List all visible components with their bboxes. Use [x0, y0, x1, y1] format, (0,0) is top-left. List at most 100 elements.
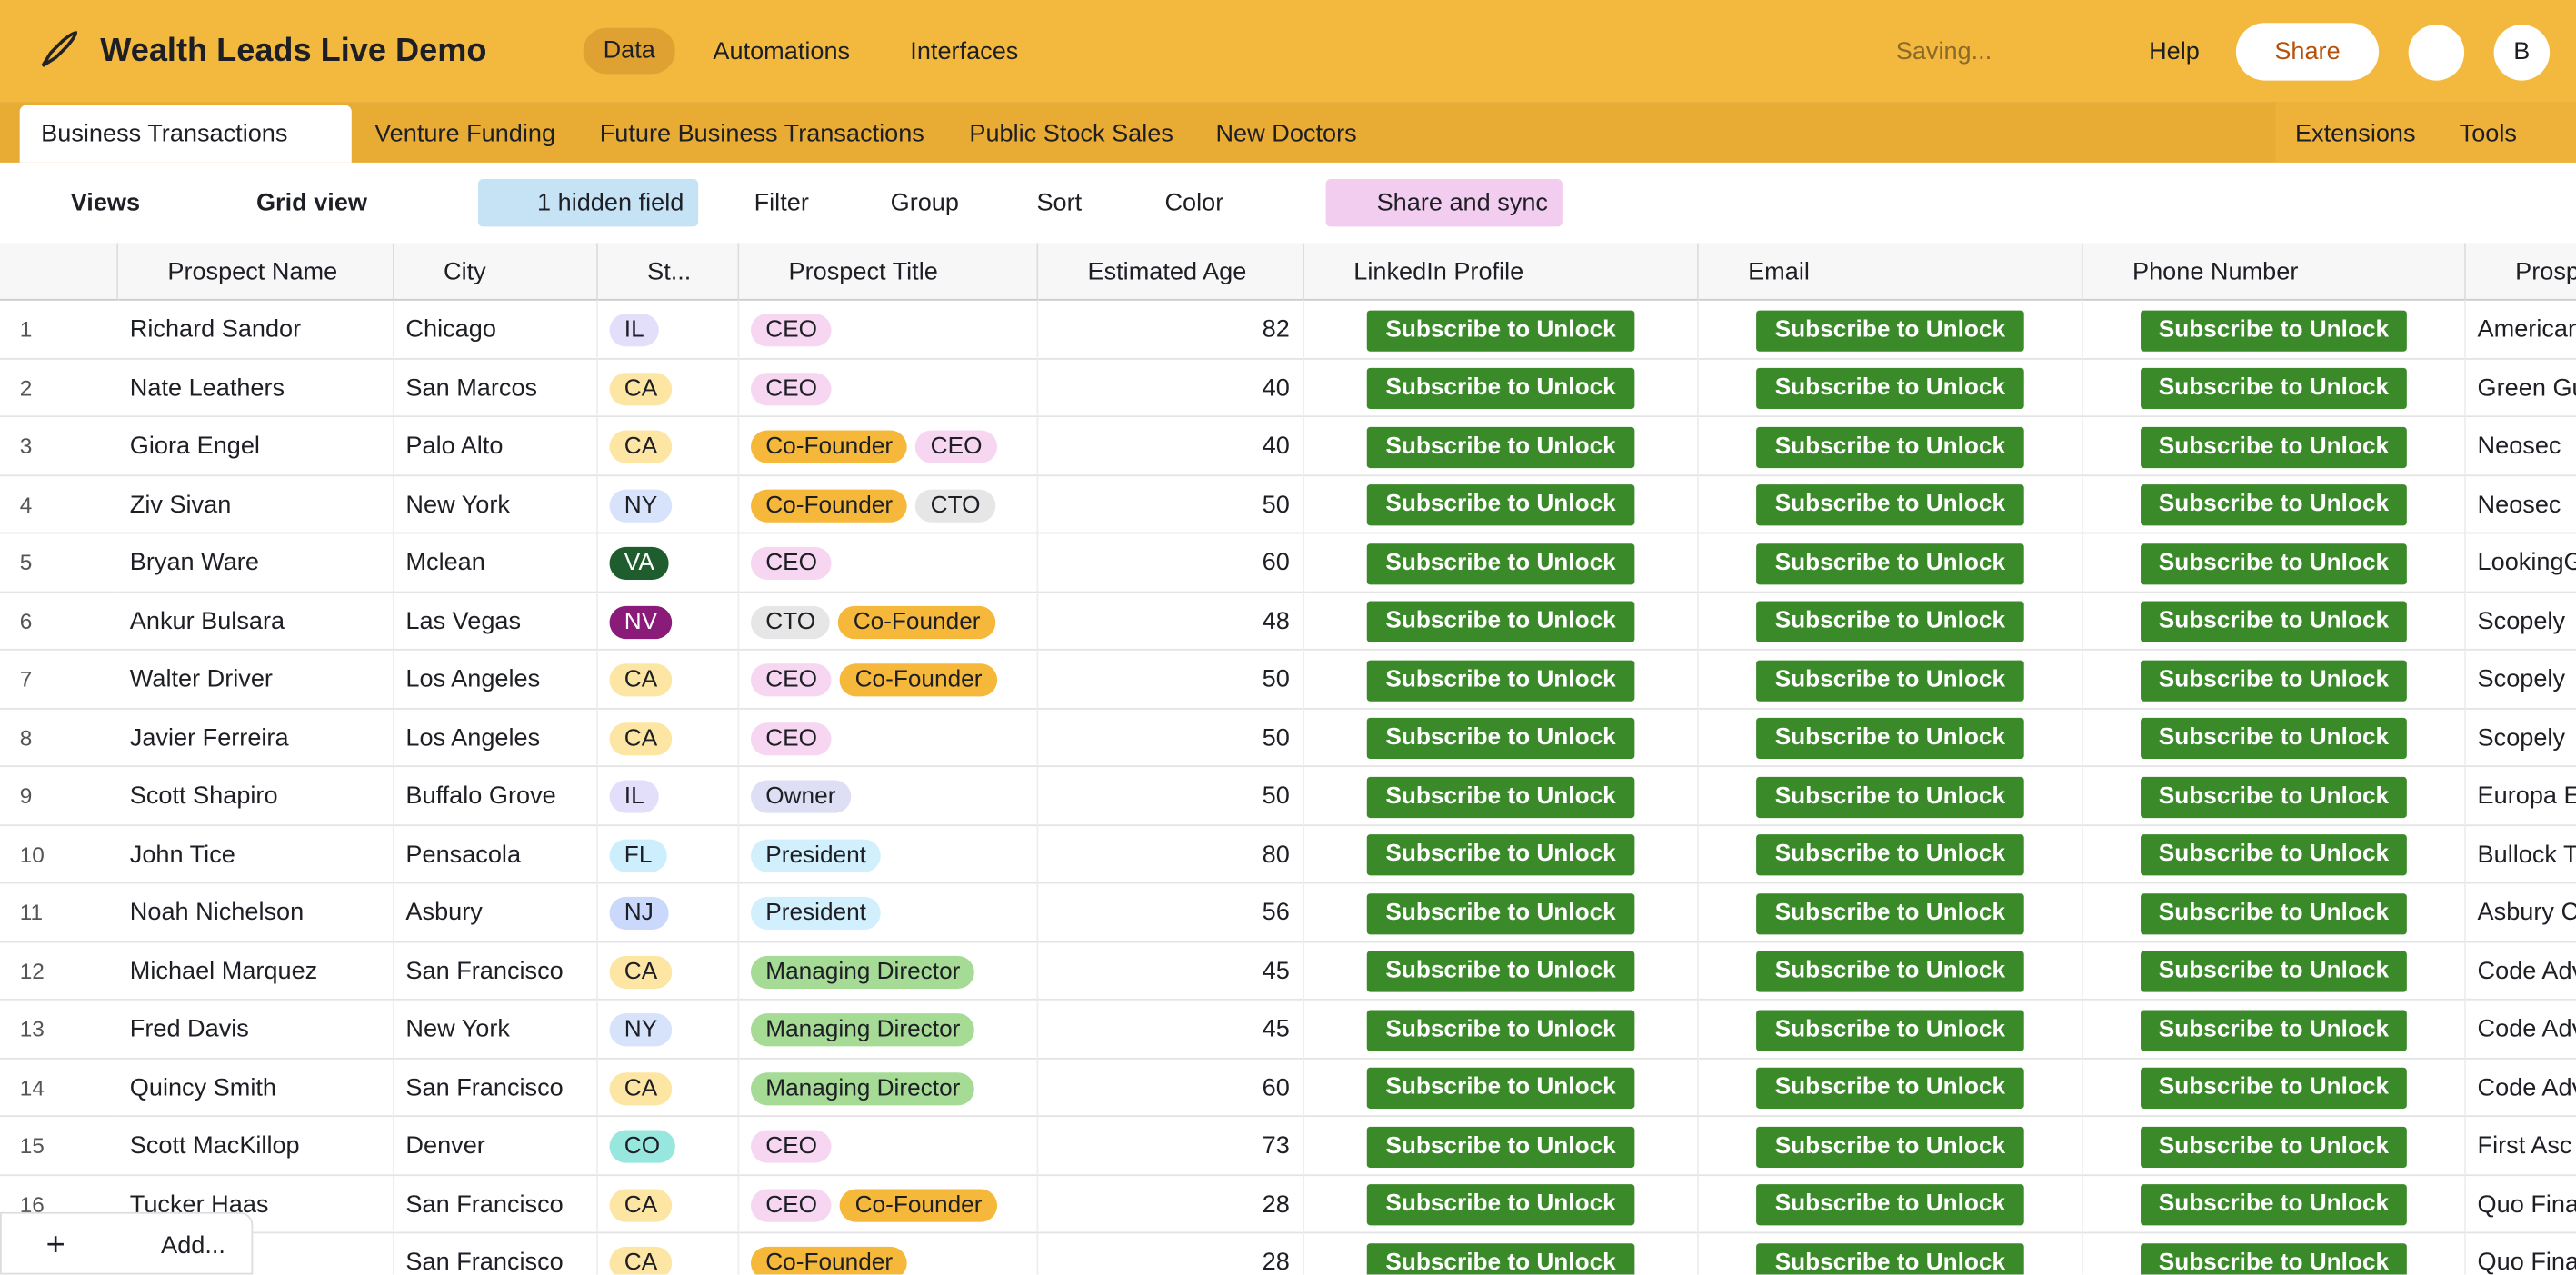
share-button[interactable]: Share — [2235, 23, 2380, 81]
unlock-button[interactable]: Subscribe to Unlock — [1756, 1009, 2023, 1051]
avatar[interactable]: B — [2493, 25, 2551, 81]
unlock-button[interactable]: Subscribe to Unlock — [2140, 1009, 2408, 1051]
unlock-button[interactable]: Subscribe to Unlock — [1367, 659, 1634, 701]
color[interactable]: Color — [1164, 188, 1224, 217]
table-tab[interactable]: Public Stock Sales — [969, 119, 1173, 148]
unlock-button[interactable]: Subscribe to Unlock — [1367, 1067, 1634, 1110]
unlock-button[interactable]: Subscribe to Unlock — [1367, 601, 1634, 642]
unlock-button[interactable]: Subscribe to Unlock — [2140, 367, 2408, 410]
column-header[interactable]: City — [394, 243, 598, 301]
unlock-button[interactable]: Subscribe to Unlock — [2140, 484, 2408, 526]
unlock-button[interactable]: Subscribe to Unlock — [1756, 951, 2023, 992]
unlock-button[interactable]: Subscribe to Unlock — [1367, 834, 1634, 876]
name-cell: Quincy Smith — [118, 1058, 394, 1118]
unlock-button[interactable]: Subscribe to Unlock — [2140, 309, 2408, 351]
table-tab[interactable]: Venture Funding — [374, 119, 556, 148]
unlock-button[interactable]: Subscribe to Unlock — [2140, 543, 2408, 584]
unlock-button[interactable]: Subscribe to Unlock — [2140, 951, 2408, 992]
unlock-button[interactable]: Subscribe to Unlock — [2140, 601, 2408, 642]
unlock-button[interactable]: Subscribe to Unlock — [1756, 776, 2023, 818]
unlock-button[interactable]: Subscribe to Unlock — [1367, 484, 1634, 526]
state-pill: CA — [609, 372, 673, 405]
views[interactable]: Views — [70, 188, 141, 217]
grid-view[interactable]: Grid view — [255, 188, 368, 217]
nav-tab[interactable]: Interfaces — [910, 37, 1019, 66]
unlock-button[interactable]: Subscribe to Unlock — [1756, 484, 2023, 526]
column-header[interactable]: St... — [597, 243, 740, 301]
footer: + Add... — [0, 1211, 254, 1275]
unlock-button[interactable]: Subscribe to Unlock — [2140, 1242, 2408, 1275]
tools[interactable]: Tools — [2459, 119, 2517, 148]
age-cell: 40 — [1038, 417, 1305, 476]
add-button[interactable]: Add... — [161, 1231, 225, 1260]
row-number: 9 — [0, 767, 119, 826]
city-cell: Palo Alto — [394, 417, 598, 476]
column-header[interactable]: Email — [1698, 243, 2083, 301]
share-sync[interactable]: Share and sync — [1325, 179, 1563, 227]
unlock-button[interactable]: Subscribe to Unlock — [1367, 309, 1634, 351]
unlock-button[interactable]: Subscribe to Unlock — [1756, 543, 2023, 584]
unlock-button[interactable]: Subscribe to Unlock — [1367, 367, 1634, 410]
unlock-button[interactable]: Subscribe to Unlock — [1756, 1067, 2023, 1110]
sort[interactable]: Sort — [1036, 188, 1083, 217]
unlock-button[interactable]: Subscribe to Unlock — [2140, 1184, 2408, 1226]
unlock-button[interactable]: Subscribe to Unlock — [1367, 1184, 1634, 1226]
unlock-button[interactable]: Subscribe to Unlock — [1756, 717, 2023, 760]
unlock-button[interactable]: Subscribe to Unlock — [1756, 1184, 2023, 1226]
column-header[interactable]: Estimated Age — [1038, 243, 1305, 301]
unlock-button[interactable]: Subscribe to Unlock — [1756, 1242, 2023, 1275]
unlock-button[interactable]: Subscribe to Unlock — [1367, 1126, 1634, 1168]
unlock-button[interactable]: Subscribe to Unlock — [2140, 834, 2408, 876]
unlock-button[interactable]: Subscribe to Unlock — [2140, 717, 2408, 760]
unlock-button[interactable]: Subscribe to Unlock — [2140, 1067, 2408, 1110]
column-header[interactable]: Prospect Name — [118, 243, 394, 301]
name-cell: Bryan Ware — [118, 533, 394, 593]
unlock-button[interactable]: Subscribe to Unlock — [1367, 426, 1634, 468]
table-tab[interactable]: Business Transactions — [19, 105, 352, 163]
unlock-button[interactable]: Subscribe to Unlock — [1367, 717, 1634, 760]
state-pill: NY — [609, 1013, 673, 1047]
hidden-fields[interactable]: 1 hidden field — [477, 179, 699, 227]
top-bar: Wealth Leads Live Demo Data Automations … — [0, 0, 2576, 103]
unlock-button[interactable]: Subscribe to Unlock — [1367, 543, 1634, 584]
unlock-button[interactable]: Subscribe to Unlock — [1367, 951, 1634, 992]
table-tab[interactable]: Future Business Transactions — [599, 119, 924, 148]
base-title[interactable]: Wealth Leads Live Demo — [100, 33, 487, 69]
unlock-button[interactable]: Subscribe to Unlock — [1756, 892, 2023, 934]
unlock-button[interactable]: Subscribe to Unlock — [1756, 426, 2023, 468]
titles-cell: President — [739, 825, 1039, 884]
unlock-button[interactable]: Subscribe to Unlock — [2140, 776, 2408, 818]
group[interactable]: Group — [890, 188, 959, 217]
unlock-button[interactable]: Subscribe to Unlock — [2140, 892, 2408, 934]
unlock-button[interactable]: Subscribe to Unlock — [2140, 426, 2408, 468]
column-header[interactable]: Prospect Title — [739, 243, 1039, 301]
column-header[interactable]: Prosp — [2465, 243, 2576, 301]
unlock-button[interactable]: Subscribe to Unlock — [2140, 659, 2408, 701]
column-header[interactable]: Phone Number — [2082, 243, 2466, 301]
unlock-button[interactable]: Subscribe to Unlock — [1367, 892, 1634, 934]
nav-tab[interactable]: Data — [583, 27, 675, 75]
add-row[interactable]: + — [45, 1227, 65, 1263]
title-pill: Co-Founder — [840, 663, 997, 697]
unlock-button[interactable]: Subscribe to Unlock — [1367, 776, 1634, 818]
unlock-button[interactable]: Subscribe to Unlock — [1756, 367, 2023, 410]
extensions[interactable]: Extensions — [2294, 119, 2416, 148]
unlock-button[interactable]: Subscribe to Unlock — [1756, 834, 2023, 876]
column-header[interactable]: LinkedIn Profile — [1304, 243, 1699, 301]
unlock-button[interactable]: Subscribe to Unlock — [1756, 309, 2023, 351]
unlock-button[interactable]: Subscribe to Unlock — [1756, 659, 2023, 701]
help[interactable]: Help — [2149, 37, 2200, 66]
name-cell: Walter Driver — [118, 650, 394, 709]
unlock-button[interactable]: Subscribe to Unlock — [1756, 601, 2023, 642]
notifications[interactable] — [2408, 25, 2465, 81]
state-pill: NY — [609, 488, 673, 522]
nav-tab[interactable]: Automations — [713, 37, 851, 66]
company-cell: Europa E — [2465, 767, 2576, 826]
unlock-button[interactable]: Subscribe to Unlock — [1367, 1242, 1634, 1275]
unlock-button[interactable]: Subscribe to Unlock — [1756, 1126, 2023, 1168]
table-tab[interactable]: New Doctors — [1215, 119, 1357, 148]
unlock-button[interactable]: Subscribe to Unlock — [2140, 1126, 2408, 1168]
unlock-button[interactable]: Subscribe to Unlock — [1367, 1009, 1634, 1051]
filter[interactable]: Filter — [754, 188, 809, 217]
